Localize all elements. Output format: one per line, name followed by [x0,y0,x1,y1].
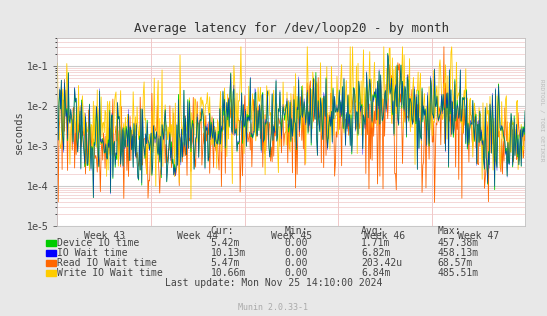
Text: Read IO Wait time: Read IO Wait time [57,258,158,268]
Text: Cur:: Cur: [211,226,234,236]
Text: 10.13m: 10.13m [211,248,246,258]
Text: 485.51m: 485.51m [438,268,479,278]
Text: Write IO Wait time: Write IO Wait time [57,268,163,278]
Text: 6.82m: 6.82m [361,248,391,258]
Text: Min:: Min: [284,226,308,236]
Text: 10.66m: 10.66m [211,268,246,278]
Text: 5.42m: 5.42m [211,238,240,248]
Text: 203.42u: 203.42u [361,258,402,268]
Text: 0.00: 0.00 [284,268,308,278]
Text: Max:: Max: [438,226,461,236]
Text: 5.47m: 5.47m [211,258,240,268]
Text: 6.84m: 6.84m [361,268,391,278]
Text: 68.57m: 68.57m [438,258,473,268]
Text: 0.00: 0.00 [284,248,308,258]
Text: IO Wait time: IO Wait time [57,248,128,258]
Text: 457.38m: 457.38m [438,238,479,248]
Text: Munin 2.0.33-1: Munin 2.0.33-1 [238,303,309,312]
Text: Device IO time: Device IO time [57,238,139,248]
Text: 0.00: 0.00 [284,238,308,248]
Text: 0.00: 0.00 [284,258,308,268]
Title: Average latency for /dev/loop20 - by month: Average latency for /dev/loop20 - by mon… [134,22,449,35]
Text: RRDTOOL / TOBI OETIKER: RRDTOOL / TOBI OETIKER [539,79,544,161]
Text: Last update: Mon Nov 25 14:10:00 2024: Last update: Mon Nov 25 14:10:00 2024 [165,278,382,289]
Y-axis label: seconds: seconds [14,110,24,154]
Text: 458.13m: 458.13m [438,248,479,258]
Text: Avg:: Avg: [361,226,385,236]
Text: 1.71m: 1.71m [361,238,391,248]
